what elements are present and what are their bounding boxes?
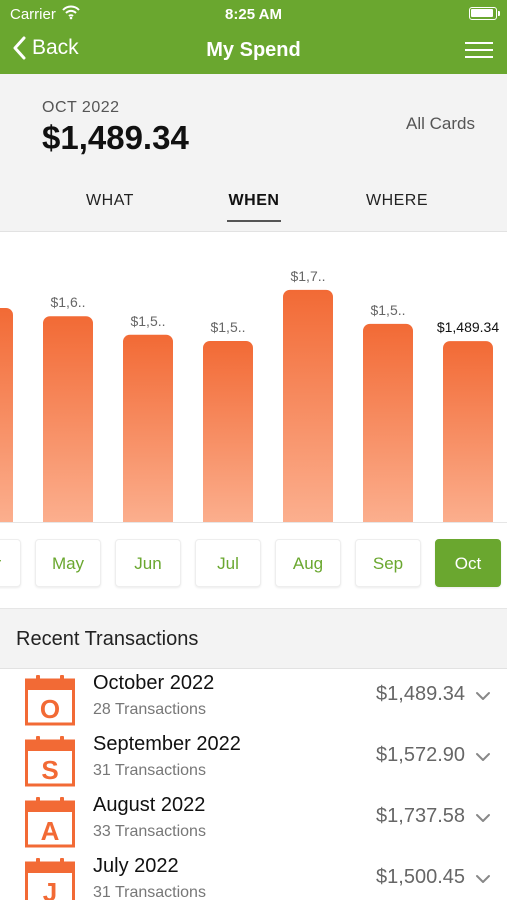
bar-label-aug: $1,7..: [290, 268, 325, 284]
battery-icon: [469, 7, 497, 20]
month-button-apr[interactable]: Apr: [0, 539, 21, 587]
chevron-down-icon[interactable]: [475, 813, 491, 823]
section-title: Recent Transactions: [16, 628, 199, 650]
bar-label-sep: $1,5..: [370, 302, 405, 318]
tab-when[interactable]: WHEN: [199, 192, 309, 222]
month-button-oct[interactable]: Oct: [435, 539, 501, 587]
bar-aug[interactable]: [283, 289, 333, 522]
chevron-down-icon[interactable]: [475, 752, 491, 762]
period-label: OCT 2022: [42, 99, 120, 116]
back-label: Back: [32, 36, 79, 59]
transaction-amount: $1,489.34: [376, 683, 465, 705]
tab-what[interactable]: WHAT: [86, 192, 134, 209]
calendar-letter: A: [41, 816, 60, 846]
month-selector: Apr May Jun Jul Aug Sep Oct: [0, 522, 507, 608]
chevron-left-icon: [13, 36, 26, 60]
calendar-icon: O: [25, 675, 75, 726]
transaction-title: July 2022: [93, 855, 179, 877]
bar-sep[interactable]: [363, 323, 413, 522]
month-button-aug[interactable]: Aug: [275, 539, 341, 587]
page-title: My Spend: [206, 39, 301, 61]
bar-may[interactable]: [43, 316, 93, 522]
hamburger-menu-icon[interactable]: [465, 42, 493, 60]
calendar-letter: O: [40, 694, 60, 724]
calendar-icon: A: [25, 797, 75, 848]
chart-svg: $1,6.. $1,5.. $1,5.. $1,7.. $1,5.. $1,489.34: [0, 268, 499, 522]
transaction-count: 33 Transactions: [93, 823, 206, 840]
monthly-spend-chart: $1,6.. $1,5.. $1,5.. $1,7.. $1,5.. $1,489.34: [0, 232, 507, 522]
transaction-title: October 2022: [93, 672, 215, 694]
nav-bar: Back My Spend: [0, 28, 507, 74]
status-time: 8:25 AM: [225, 6, 282, 23]
bar-jul[interactable]: [203, 340, 253, 522]
bar-apr[interactable]: [0, 307, 13, 522]
calendar-icon: J: [25, 858, 75, 900]
bar-label-may: $1,6..: [50, 294, 85, 310]
back-button[interactable]: Back: [12, 36, 79, 60]
month-button-jul[interactable]: Jul: [195, 539, 261, 587]
calendar-icon: S: [25, 736, 75, 787]
status-bar: Carrier 8:25 AM: [0, 0, 507, 28]
recent-transactions-header: Recent Transactions: [0, 608, 507, 669]
wifi-icon: [62, 4, 80, 25]
bar-label-jun: $1,5..: [130, 313, 165, 329]
transaction-count: 31 Transactions: [93, 884, 206, 900]
transaction-amount: $1,500.45: [376, 866, 465, 888]
transaction-row[interactable]: O October 2022 28 Transactions $1,489.34: [0, 670, 507, 731]
transaction-row[interactable]: J July 2022 31 Transactions $1,500.45: [0, 853, 507, 900]
transaction-title: August 2022: [93, 794, 206, 816]
battery-tip: [498, 11, 500, 16]
chevron-down-icon[interactable]: [475, 691, 491, 701]
spend-summary: OCT 2022 $1,489.34 All Cards WHAT WHEN W…: [0, 74, 507, 232]
month-button-may[interactable]: May: [35, 539, 101, 587]
transaction-amount: $1,737.58: [376, 805, 465, 827]
transaction-count: 31 Transactions: [93, 762, 206, 779]
bar-label-jul: $1,5..: [210, 319, 245, 335]
cards-filter-button[interactable]: All Cards: [406, 114, 475, 133]
bar-label-oct: $1,489.34: [437, 319, 499, 335]
calendar-letter: J: [43, 877, 57, 900]
bar-jun[interactable]: [123, 334, 173, 522]
transaction-row[interactable]: S September 2022 31 Transactions $1,572.90: [0, 731, 507, 792]
view-tabs: WHAT WHEN WHERE: [0, 192, 507, 222]
transaction-title: September 2022: [93, 733, 241, 755]
transaction-count: 28 Transactions: [93, 701, 206, 718]
calendar-letter: S: [41, 755, 58, 785]
month-button-jun[interactable]: Jun: [115, 539, 181, 587]
chevron-down-icon[interactable]: [475, 874, 491, 884]
transaction-amount: $1,572.90: [376, 744, 465, 766]
total-amount: $1,489.34: [42, 119, 189, 156]
month-button-sep[interactable]: Sep: [355, 539, 421, 587]
transaction-row[interactable]: A August 2022 33 Transactions $1,737.58: [0, 792, 507, 853]
bar-oct[interactable]: [443, 341, 493, 522]
carrier-label: Carrier: [10, 6, 56, 23]
tab-where[interactable]: WHERE: [365, 192, 429, 209]
